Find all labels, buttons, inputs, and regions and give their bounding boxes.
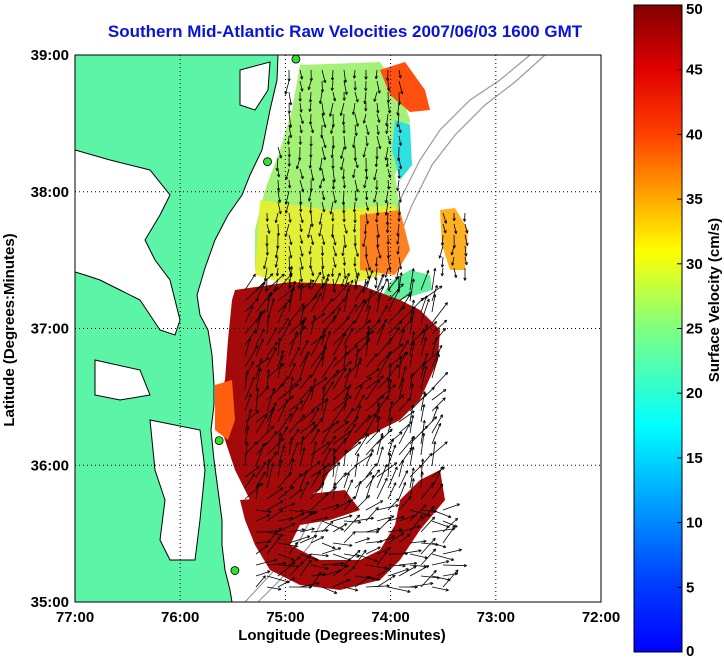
colorbar-tick-label: 40 [686,126,703,143]
station-marker [263,157,272,167]
colorbar-tick-label: 30 [686,256,703,273]
colorbar-tick-label: 0 [686,643,694,659]
sound-water-2 [94,359,151,401]
sound-water [149,419,206,561]
velocity-field-cyan-patch [392,120,412,180]
station-marker [214,436,224,446]
x-tick-label: 75:00 [266,609,304,626]
station-markers [214,54,301,575]
x-tick-label: 77:00 [56,609,94,626]
colorbar-ticks: 0 5 10 15 20 25 30 35 40 45 50 [677,1,703,659]
y-tick-label: 35:00 [31,594,69,611]
colorbar-tick-label: 5 [686,579,694,596]
y-axis-ticks: 35:00 36:00 37:00 38:00 39:00 [31,47,69,611]
x-tick-label: 74:00 [371,609,409,626]
x-tick-label: 73:00 [477,609,515,626]
colorbar-tick-label: 20 [686,385,703,402]
colorbar [633,4,683,653]
colorbar-tick-label: 50 [686,1,703,18]
colorbar-tick-label: 35 [686,191,703,208]
y-tick-label: 38:00 [31,184,69,201]
x-axis-ticks: 77:00 76:00 75:00 74:00 73:00 72:00 [56,609,620,626]
plot-frame [74,54,602,603]
station-marker [291,54,301,64]
velocity-field-orange-edge [215,380,235,440]
colorbar-tick-label: 25 [686,321,703,338]
map-title: Southern Mid-Atlantic Raw Velocities 200… [107,22,583,41]
y-axis-label: Latitude (Degrees:Minutes) [1,233,18,426]
colorbar-label: Surface Velocity (cm/s) [706,218,723,382]
colorbar-tick-label: 45 [686,62,703,79]
station-marker [230,566,240,575]
velocity-arrows [244,69,469,594]
x-tick-label: 76:00 [161,609,199,626]
x-tick-label: 72:00 [582,609,620,626]
velocity-field-green-strip [380,270,432,300]
y-tick-label: 36:00 [31,457,69,474]
delaware-bay [239,61,271,111]
x-axis-label: Longitude (Degrees:Minutes) [238,627,446,644]
colorbar-tick-label: 15 [686,450,703,467]
y-tick-label: 39:00 [31,47,69,64]
velocity-field-orange [360,210,410,275]
velocity-field-northeast [380,62,430,112]
y-tick-label: 37:00 [31,321,69,338]
colorbar-tick-label: 10 [686,515,703,532]
